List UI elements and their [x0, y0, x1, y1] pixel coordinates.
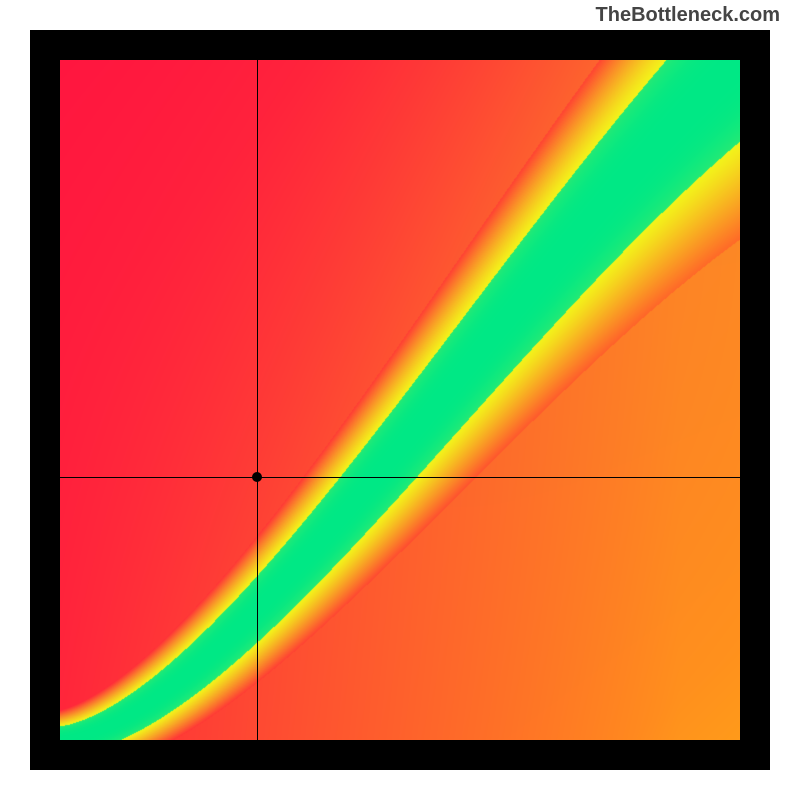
chart-frame — [30, 30, 770, 770]
watermark-text: TheBottleneck.com — [596, 4, 780, 27]
bottleneck-heatmap — [60, 60, 740, 740]
selection-marker — [252, 472, 262, 482]
crosshair-vertical — [257, 60, 258, 740]
crosshair-horizontal — [60, 477, 740, 478]
